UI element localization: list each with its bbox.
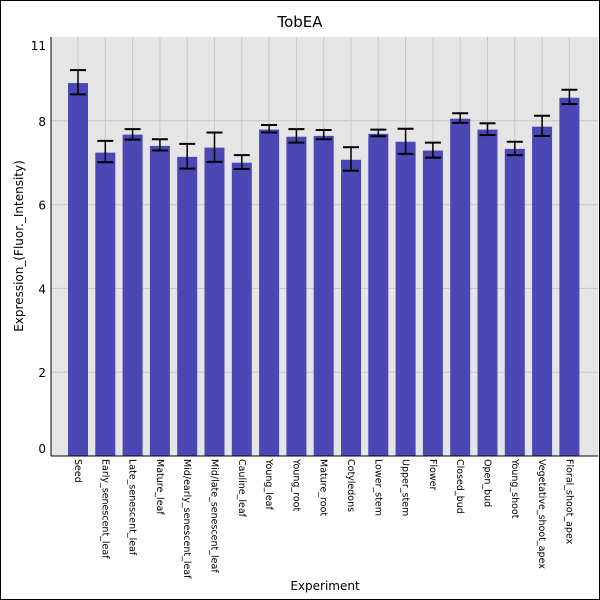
x-tick-label: Open_bud <box>482 459 493 507</box>
bar <box>204 147 225 456</box>
bar <box>422 150 443 456</box>
x-tick-label: Mid/early_senescent_leaf <box>181 459 192 579</box>
bar <box>259 129 280 456</box>
bar <box>122 134 143 456</box>
x-tick-label: Mature_leaf <box>154 459 165 515</box>
x-tick-label: Lower_stem <box>372 459 383 516</box>
bar <box>559 97 580 456</box>
x-tick-label: Young_leaf <box>263 458 274 510</box>
bar <box>313 135 334 456</box>
x-tick-label: Mid/late_senescent_leaf <box>209 459 220 573</box>
x-tick-label: Upper_stem <box>400 459 411 516</box>
y-tick-label: 2 <box>38 366 46 380</box>
x-tick-label: Flower <box>427 459 438 491</box>
y-tick-label: 6 <box>38 199 46 213</box>
bar <box>450 118 471 456</box>
bar <box>68 83 88 456</box>
bar <box>341 159 361 456</box>
bar <box>368 133 389 456</box>
x-tick-label: Seed <box>72 459 83 483</box>
bar <box>532 126 553 456</box>
bar <box>286 136 307 457</box>
x-tick-label: Cotyledons <box>345 459 356 512</box>
y-tick-label: 11 <box>31 39 46 53</box>
x-tick-label: Vegetative_shoot_apex <box>536 459 547 569</box>
x-tick-label: Mature_root <box>318 459 329 516</box>
bar <box>477 129 498 456</box>
bar <box>231 162 252 456</box>
x-axis-label: Experiment <box>290 579 360 593</box>
bar <box>149 145 170 456</box>
bar <box>395 141 416 456</box>
x-tick-label: Young_root <box>290 458 301 511</box>
x-tick-label: Young_shoot <box>509 458 520 519</box>
bar <box>504 148 525 457</box>
x-tick-label: Cauline_leaf <box>236 459 247 518</box>
chart-title: TobEA <box>276 13 323 31</box>
y-tick-label: 4 <box>38 282 46 296</box>
bar <box>95 152 116 457</box>
y-tick-label: 0 <box>38 442 46 456</box>
x-tick-label: Closed_bud <box>454 459 465 514</box>
x-tick-label: Floral_shoot_apex <box>563 459 574 545</box>
x-tick-label: Early_senescent_leaf <box>99 459 110 559</box>
bar <box>177 156 198 457</box>
x-tick-label: Late_senescent_leaf <box>127 459 138 556</box>
y-tick-label: 8 <box>38 115 46 129</box>
y-axis-label: Expression_(Fluor._Intensity) <box>12 160 26 332</box>
